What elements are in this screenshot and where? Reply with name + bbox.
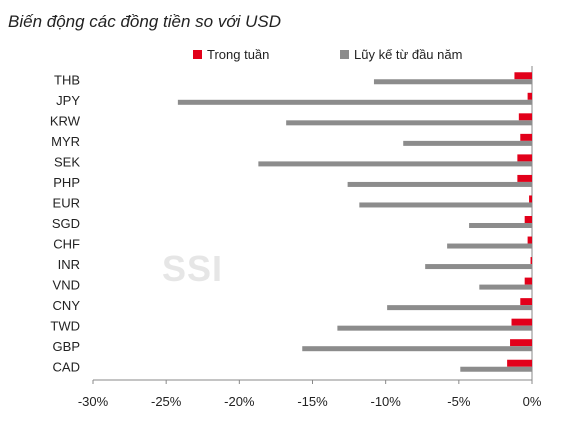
category-label: INR (58, 257, 80, 272)
legend-label-weekly: Trong tuần (207, 47, 270, 62)
bar-ytd (403, 140, 532, 146)
bar-ytd (387, 305, 532, 311)
bar-ytd (447, 243, 532, 249)
x-tick-label: -25% (151, 394, 182, 409)
legend-label-ytd: Lũy kế từ đầu năm (354, 47, 463, 62)
bar-ytd (373, 79, 532, 85)
bar-ytd (337, 325, 532, 331)
category-label: JPY (56, 93, 80, 108)
bar-weekly (507, 359, 532, 367)
category-label: CHF (53, 237, 80, 252)
bar-ytd (425, 264, 532, 270)
bar-weekly (530, 257, 532, 265)
x-tick-label: -5% (447, 394, 471, 409)
bar-ytd (347, 181, 532, 187)
x-tick-label: -10% (370, 394, 401, 409)
bar-ytd (286, 120, 532, 126)
category-label: EUR (53, 195, 80, 210)
bar-weekly (524, 216, 532, 223)
bar-weekly (520, 133, 532, 141)
bar-weekly (514, 72, 532, 80)
bar-ytd (177, 99, 532, 105)
bar-ytd (359, 202, 532, 208)
legend-item-ytd: Lũy kế từ đầu năm (340, 47, 462, 62)
category-label: THB (54, 72, 80, 87)
bar-weekly (529, 195, 532, 203)
bar-weekly (510, 339, 532, 347)
legend-item-weekly: Trong tuần (193, 47, 269, 62)
category-label: TWD (50, 319, 80, 334)
x-tick-label: -20% (224, 394, 255, 409)
bar-ytd (479, 284, 532, 290)
x-tick-label: -15% (297, 394, 328, 409)
x-tick-label: 0% (523, 394, 542, 409)
category-label: VND (53, 278, 80, 293)
bar-ytd (469, 223, 532, 228)
category-label: KRW (50, 113, 81, 128)
category-label: CNY (53, 298, 81, 313)
bar-ytd (460, 366, 532, 372)
legend-swatch-ytd (340, 50, 349, 59)
category-label: MYR (51, 134, 80, 149)
category-label: PHP (53, 175, 80, 190)
watermark-logo: SSI (162, 248, 224, 289)
bar-weekly (527, 92, 532, 100)
legend-swatch-weekly (193, 50, 202, 59)
bar-weekly (517, 174, 532, 182)
bar-ytd (258, 161, 532, 167)
category-label: CAD (53, 360, 80, 375)
bar-weekly (520, 298, 532, 306)
category-label: GBP (53, 339, 80, 354)
x-tick-label: -30% (78, 394, 109, 409)
bar-ytd (302, 346, 532, 352)
bar-weekly (517, 154, 532, 162)
chart-title: Biến động các đồng tiền so với USD (8, 12, 281, 31)
bar-weekly (518, 113, 532, 121)
category-label: SGD (52, 216, 80, 231)
bar-weekly (511, 318, 532, 326)
bar-weekly (527, 236, 532, 244)
category-label: SEK (54, 154, 80, 169)
bar-weekly (524, 277, 532, 285)
